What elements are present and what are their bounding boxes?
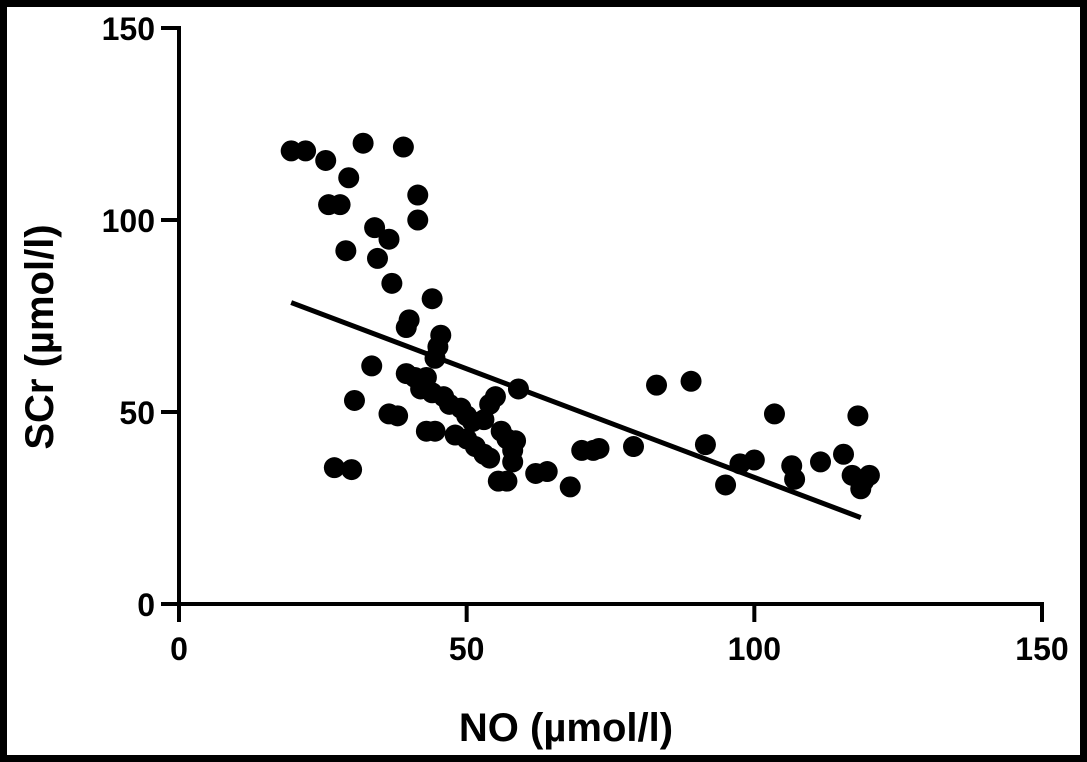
data-point-76 xyxy=(323,457,345,479)
fit-line-group xyxy=(290,300,862,520)
data-point-4 xyxy=(329,194,351,216)
data-point-9 xyxy=(366,247,388,269)
data-point-50 xyxy=(502,451,524,473)
data-point-0 xyxy=(280,140,302,162)
y-tick-label-3: 150 xyxy=(102,11,155,47)
data-point-65 xyxy=(743,449,765,471)
data-point-6 xyxy=(352,132,374,154)
data-point-17 xyxy=(421,288,443,310)
data-point-66 xyxy=(763,403,785,425)
x-tick-label-3: 150 xyxy=(1015,631,1068,667)
data-point-7 xyxy=(335,240,357,262)
data-point-69 xyxy=(809,451,831,473)
data-point-52 xyxy=(496,470,518,492)
data-point-21 xyxy=(361,355,383,377)
data-point-63 xyxy=(715,474,737,496)
y-tick-label-1: 50 xyxy=(119,395,155,431)
data-point-61 xyxy=(680,370,702,392)
data-point-59 xyxy=(623,436,645,458)
x-tick-label-0: 0 xyxy=(170,631,188,667)
data-point-29 xyxy=(387,405,409,427)
axes xyxy=(177,26,1044,606)
x-tick-label-2: 100 xyxy=(728,631,781,667)
data-point-40 xyxy=(424,420,446,442)
scatter-chart: 0 50 100 150 0 50 100 150 NO (µmol/l) SCr (µmol… xyxy=(18,11,1069,750)
data-point-37 xyxy=(479,393,501,415)
data-point-70 xyxy=(833,443,855,465)
data-point-68 xyxy=(784,468,806,490)
data-point-12 xyxy=(392,136,414,158)
y-axis-title: SCr (µmol/l) xyxy=(18,224,62,449)
data-point-11 xyxy=(381,272,403,294)
data-point-55 xyxy=(559,476,581,498)
data-point-13 xyxy=(407,184,429,206)
data-points xyxy=(280,132,880,500)
x-tick-label-1: 50 xyxy=(449,631,485,667)
data-point-27 xyxy=(343,389,365,411)
data-point-2 xyxy=(315,149,337,171)
data-point-10 xyxy=(378,228,400,250)
data-point-75 xyxy=(858,464,880,486)
x-axis-title: NO (µmol/l) xyxy=(459,706,673,750)
ticks xyxy=(161,26,1044,622)
data-point-58 xyxy=(588,437,610,459)
data-point-77 xyxy=(341,459,363,481)
data-point-16 xyxy=(395,317,417,339)
y-tick-label-2: 100 xyxy=(102,203,155,239)
data-point-72 xyxy=(847,405,869,427)
data-point-54 xyxy=(536,461,558,483)
plot-area: 0 50 100 150 0 50 100 150 NO (µmol/l) SCr (µmol… xyxy=(7,7,1080,755)
data-point-62 xyxy=(694,434,716,456)
data-point-5 xyxy=(338,167,360,189)
data-point-14 xyxy=(407,209,429,231)
data-point-49 xyxy=(505,430,527,452)
fit-line xyxy=(290,300,862,520)
data-point-1 xyxy=(295,140,317,162)
data-point-8 xyxy=(364,217,386,239)
data-point-60 xyxy=(646,374,668,396)
y-tick-label-0: 0 xyxy=(137,587,155,623)
data-point-45 xyxy=(479,447,501,469)
tick-labels: 0 50 100 150 0 50 100 150 xyxy=(102,11,1069,667)
